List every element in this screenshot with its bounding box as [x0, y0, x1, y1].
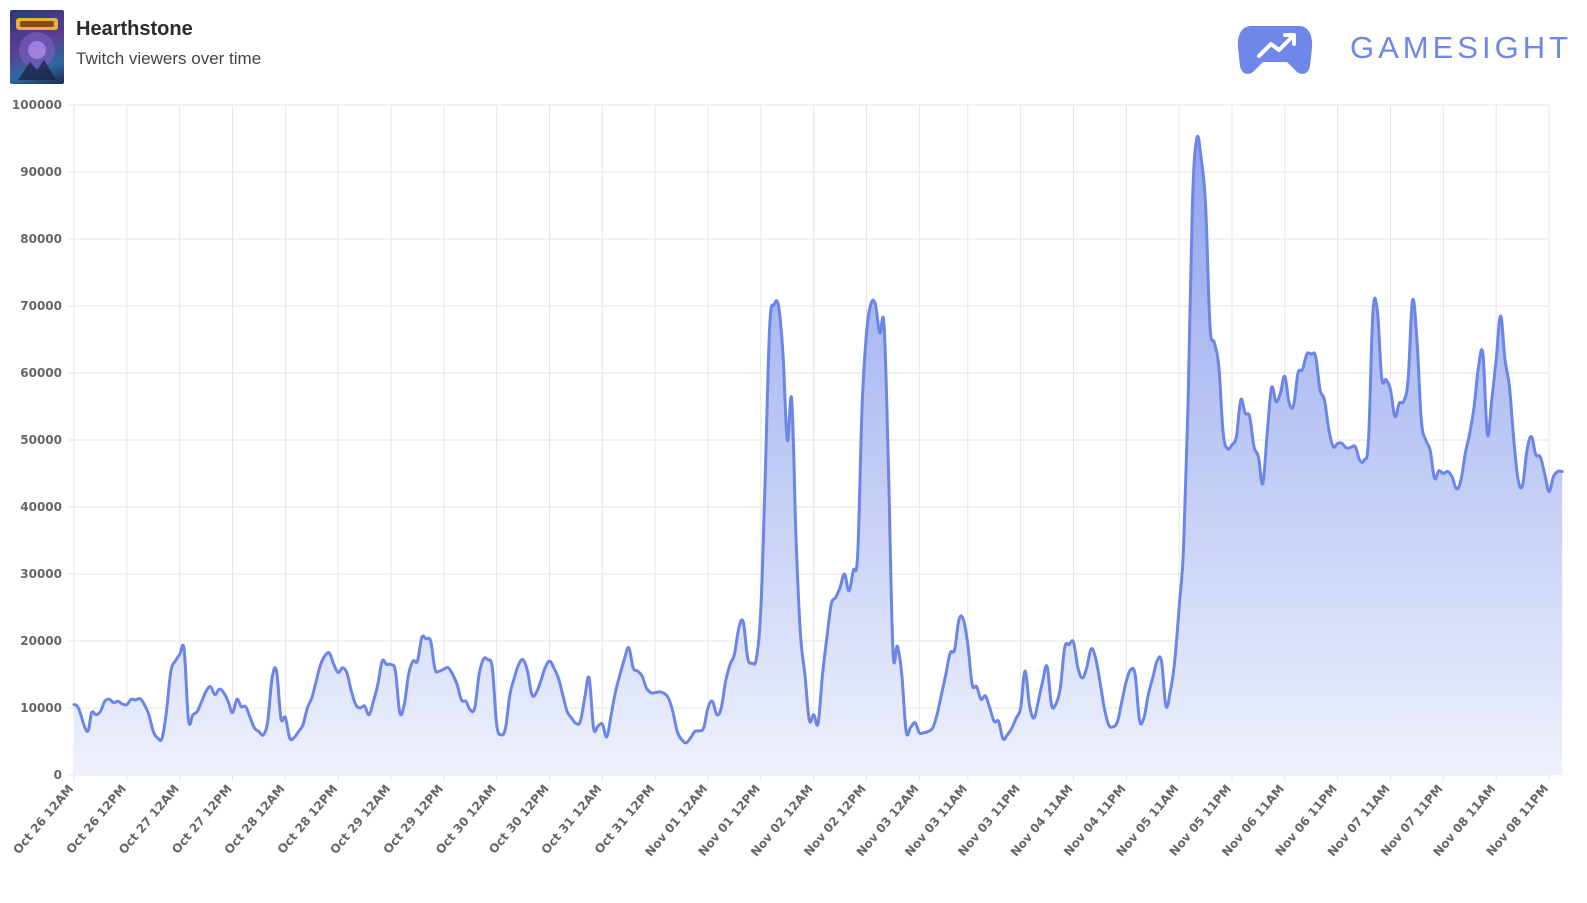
y-tick-label: 100000: [12, 98, 62, 112]
gamesight-logo-icon: [1237, 22, 1313, 76]
viewers-area: [74, 136, 1563, 775]
y-tick-label: 50000: [20, 433, 62, 447]
brand-name: GAMESIGHT: [1350, 30, 1573, 65]
y-tick-label: 20000: [20, 634, 62, 648]
y-tick-label: 0: [54, 768, 62, 782]
y-tick-label: 90000: [20, 165, 62, 179]
game-title: Hearthstone: [76, 18, 193, 40]
chart-subtitle: Twitch viewers over time: [76, 49, 262, 68]
y-tick-label: 70000: [20, 299, 62, 313]
y-tick-label: 30000: [20, 567, 62, 581]
viewers-line: [72, 134, 1564, 745]
y-tick-label: 40000: [20, 500, 62, 514]
y-tick-label: 10000: [20, 701, 62, 715]
y-axis-ticks: 0 10000 20000 30000 40000 50000 60000 70000 8000…: [12, 98, 62, 782]
y-tick-label: 60000: [20, 366, 62, 380]
hearthstone-cover-icon: [10, 10, 64, 84]
y-tick-label: 80000: [20, 232, 62, 246]
chart-header: Hearthstone Twitch viewers over time GAM…: [0, 0, 1587, 95]
